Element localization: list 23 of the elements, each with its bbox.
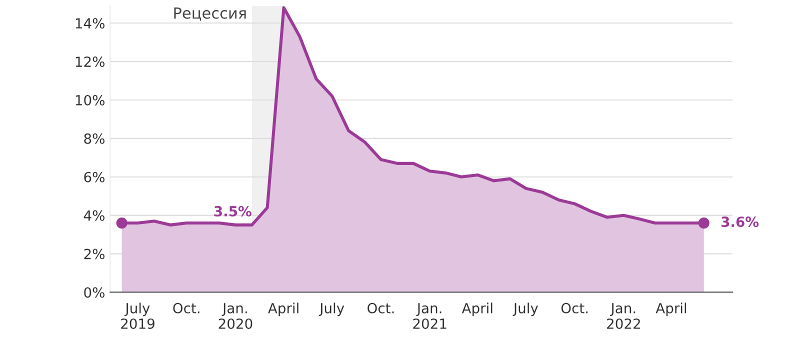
y-tick-label: 6%	[84, 172, 104, 182]
x-tick-label: Jan. 2022	[607, 303, 640, 329]
data-label: 3.5%	[214, 206, 252, 216]
x-tick-label: July 2019	[121, 302, 154, 329]
x-tick-label: Oct.	[173, 302, 200, 314]
x-tick-label: April	[268, 302, 298, 316]
x-tick-label: April	[656, 302, 686, 316]
y-tick-label: 2%	[84, 248, 104, 260]
y-tick-label: 10%	[76, 94, 104, 106]
x-tick-label: April	[462, 302, 492, 316]
x-tick-label: Jan. 2020	[218, 303, 252, 329]
x-tick-label: July	[512, 302, 538, 316]
band-label: Рецессия	[174, 7, 246, 21]
y-tick-label: 0%	[84, 287, 104, 298]
x-tick-label: Jan. 2021	[413, 303, 446, 329]
y-tick-label: 14%	[76, 18, 104, 29]
y-tick-label: 12%	[76, 56, 104, 68]
x-tick-label: Oct.	[561, 302, 588, 314]
x-tick-label: Oct.	[368, 302, 394, 314]
y-tick-label: 4%	[84, 210, 104, 221]
data-label: 3.6%	[721, 216, 759, 228]
y-tick-label: 8%	[84, 133, 104, 144]
x-tick-label: July	[318, 302, 344, 316]
